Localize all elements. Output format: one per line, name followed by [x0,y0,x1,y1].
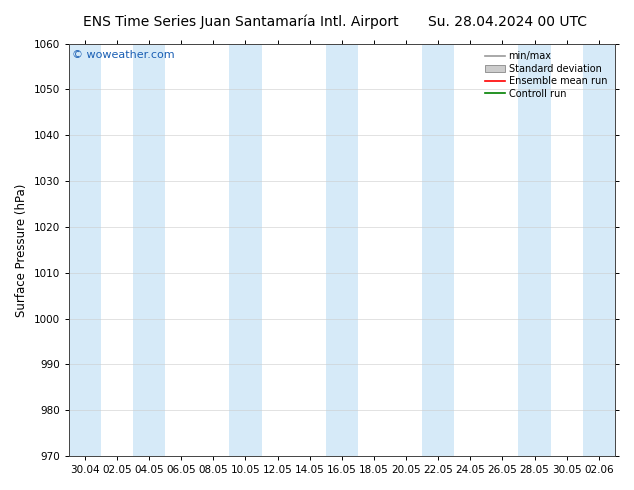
Bar [326,44,358,456]
Bar [69,44,101,456]
Bar [422,44,454,456]
Text: © woweather.com: © woweather.com [72,50,174,60]
Bar [133,44,165,456]
Bar [519,44,550,456]
Text: Su. 28.04.2024 00 UTC: Su. 28.04.2024 00 UTC [428,15,586,29]
Text: ENS Time Series Juan Santamaría Intl. Airport: ENS Time Series Juan Santamaría Intl. Ai… [83,15,399,29]
Bar [583,44,615,456]
Y-axis label: Surface Pressure (hPa): Surface Pressure (hPa) [15,183,28,317]
Bar [230,44,262,456]
Legend: min/max, Standard deviation, Ensemble mean run, Controll run: min/max, Standard deviation, Ensemble me… [482,49,610,101]
